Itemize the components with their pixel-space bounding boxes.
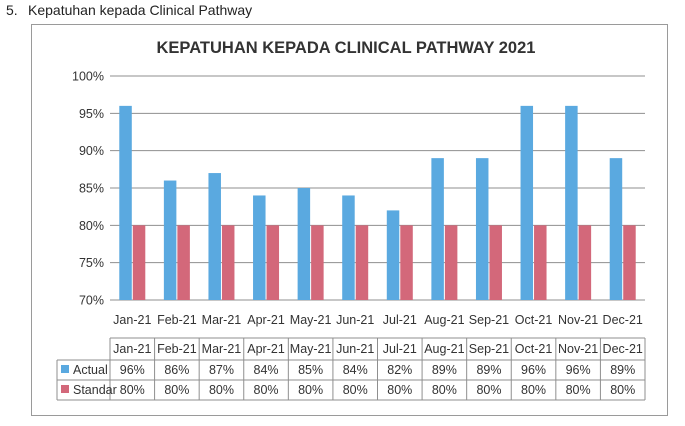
bar-actual <box>431 158 444 300</box>
bar-standar <box>578 225 592 300</box>
table-header-cell: Sep-21 <box>469 342 509 356</box>
bar-standar <box>444 225 458 300</box>
x-tick-label: Apr-21 <box>247 313 285 327</box>
x-tick-label: Feb-21 <box>157 313 197 327</box>
table-value-cell: 80% <box>164 383 189 397</box>
x-tick-label: May-21 <box>290 313 332 327</box>
legend-label: Actual <box>73 363 108 377</box>
bar-standar <box>177 225 190 300</box>
bar-actual <box>475 158 489 300</box>
bar-standar <box>400 225 413 300</box>
table-value-cell: 80% <box>566 383 591 397</box>
table-header-cell: Jul-21 <box>383 342 417 356</box>
table-value-cell: 80% <box>254 383 279 397</box>
table-value-cell: 89% <box>610 363 635 377</box>
y-tick-label: 75% <box>79 256 104 270</box>
bar-standar <box>355 225 369 300</box>
table-value-cell: 80% <box>209 383 234 397</box>
bar-actual <box>342 195 355 300</box>
bar-standar <box>311 225 324 300</box>
chart-title: KEPATUHAN KEPADA CLINICAL PATHWAY 2021 <box>157 39 536 57</box>
bar-actual <box>208 173 221 300</box>
table-value-cell: 80% <box>610 383 635 397</box>
bar-actual <box>297 188 311 300</box>
table-value-cell: 82% <box>387 363 412 377</box>
table-header-cell: Mar-21 <box>202 342 242 356</box>
table-value-cell: 80% <box>521 383 546 397</box>
bar-standar <box>221 225 235 300</box>
bar-actual <box>163 180 177 300</box>
bar-standar <box>623 225 636 300</box>
table-value-cell: 84% <box>343 363 368 377</box>
y-tick-label: 70% <box>79 294 104 308</box>
x-tick-label: Mar-21 <box>202 313 242 327</box>
y-tick-label: 90% <box>79 144 104 158</box>
table-value-cell: 96% <box>566 363 591 377</box>
table-value-cell: 89% <box>476 363 501 377</box>
x-tick-label: Jul-21 <box>383 313 417 327</box>
table-value-cell: 80% <box>387 383 412 397</box>
x-tick-label: Jan-21 <box>113 313 151 327</box>
legend-swatch <box>61 385 69 393</box>
x-tick-label: Oct-21 <box>515 313 553 327</box>
section-heading: 5. Kepatuhan kepada Clinical Pathway <box>6 2 252 18</box>
table-value-cell: 80% <box>298 383 323 397</box>
bar-actual <box>565 105 578 300</box>
section-title: Kepatuhan kepada Clinical Pathway <box>28 2 253 18</box>
table-value-cell: 86% <box>164 363 189 377</box>
section-number: 5. <box>6 2 18 18</box>
table-value-cell: 89% <box>432 363 457 377</box>
legend-label: Standar <box>73 383 117 397</box>
x-tick-label: Dec-21 <box>603 313 643 327</box>
bar-standar <box>132 225 146 300</box>
bar-actual <box>520 105 534 300</box>
table-header-cell: Oct-21 <box>515 342 553 356</box>
bar-actual <box>119 105 132 300</box>
table-header-cell: Nov-21 <box>558 342 598 356</box>
bar-actual <box>386 210 400 300</box>
table-value-cell: 87% <box>209 363 234 377</box>
bar-standar <box>489 225 502 300</box>
table-value-cell: 80% <box>120 383 145 397</box>
table-value-cell: 80% <box>432 383 457 397</box>
table-header-cell: Aug-21 <box>424 342 464 356</box>
table-value-cell: 96% <box>521 363 546 377</box>
x-tick-label: Sep-21 <box>469 313 509 327</box>
y-tick-label: 100% <box>72 70 104 84</box>
y-tick-label: 80% <box>79 219 104 233</box>
table-header-cell: Dec-21 <box>603 342 643 356</box>
table-header-cell: Apr-21 <box>247 342 285 356</box>
table-value-cell: 96% <box>120 363 145 377</box>
bar-standar <box>266 225 280 300</box>
bar-actual <box>253 195 266 300</box>
x-tick-label: Aug-21 <box>424 313 464 327</box>
y-tick-label: 95% <box>79 107 104 121</box>
y-tick-label: 85% <box>79 182 104 196</box>
table-value-cell: 80% <box>476 383 501 397</box>
bar-actual <box>609 158 623 300</box>
table-value-cell: 84% <box>254 363 279 377</box>
x-tick-label: Nov-21 <box>558 313 598 327</box>
table-header-cell: Feb-21 <box>157 342 197 356</box>
legend-swatch <box>61 365 69 373</box>
table-header-cell: Jan-21 <box>113 342 151 356</box>
table-header-cell: May-21 <box>290 342 332 356</box>
table-value-cell: 85% <box>298 363 323 377</box>
x-tick-label: Jun-21 <box>336 313 374 327</box>
bar-standar <box>534 225 547 300</box>
table-header-cell: Jun-21 <box>336 342 374 356</box>
table-value-cell: 80% <box>343 383 368 397</box>
